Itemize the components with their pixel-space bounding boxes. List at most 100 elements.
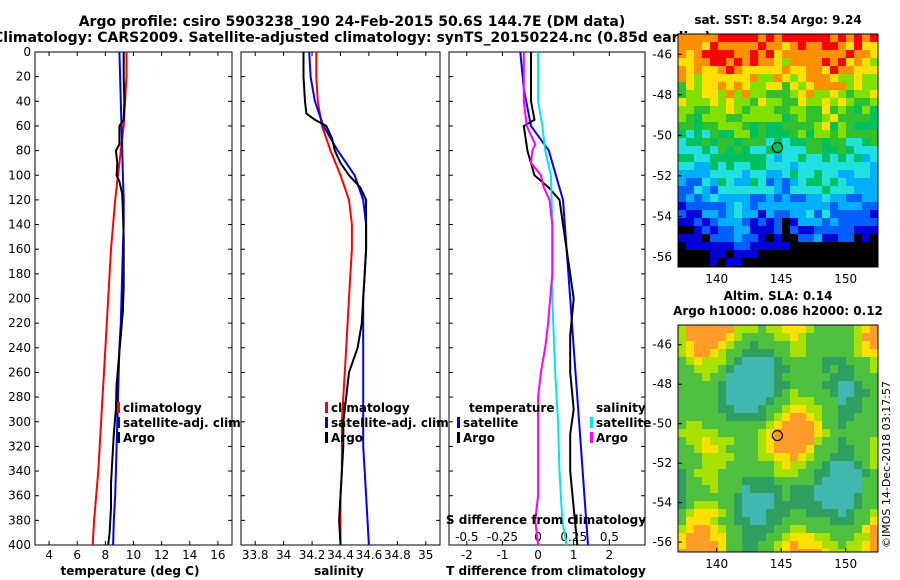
map-cell (798, 405, 806, 413)
map-cell (782, 34, 790, 42)
map-cell (862, 146, 870, 154)
map-cell (766, 397, 774, 405)
map-cell (750, 477, 758, 485)
map-cell (790, 357, 798, 365)
map-cell (678, 234, 686, 242)
map-cell (830, 333, 838, 341)
map-cell (726, 381, 734, 389)
map-cell (854, 82, 862, 90)
ytick-label: 300 (8, 415, 31, 429)
map-cell (686, 533, 694, 541)
map-cell (814, 501, 822, 509)
map-cell (750, 381, 758, 389)
map-cell (838, 226, 846, 234)
sst-map-panel: 140 145 150-46-48-50-52-54-56 (652, 33, 879, 286)
map-cell (734, 421, 742, 429)
map-cell (766, 218, 774, 226)
ytick-label: 400 (8, 538, 31, 552)
map-cell (726, 437, 734, 445)
map-cell (838, 341, 846, 349)
map-cell (678, 453, 686, 461)
map-cell (774, 170, 782, 178)
xtick-label: 6 (73, 548, 81, 562)
map-cell (734, 405, 742, 413)
map-cell (862, 74, 870, 82)
map-cell (798, 34, 806, 42)
map-cell (758, 258, 766, 266)
map-cell (782, 533, 790, 541)
map-cell (718, 162, 726, 170)
map-cell (718, 34, 726, 42)
map-cell (766, 349, 774, 357)
map-cell (806, 146, 814, 154)
map-cell (838, 194, 846, 202)
map-cell (766, 325, 774, 333)
map-cell (758, 234, 766, 242)
map-cell (726, 186, 734, 194)
map-cell (726, 549, 734, 552)
map-cell (726, 493, 734, 501)
map-cell (758, 517, 766, 525)
map-cell (870, 114, 878, 122)
map-cell (846, 42, 854, 50)
map-cell (686, 453, 694, 461)
map-cell (702, 485, 710, 493)
map-cell (854, 34, 862, 42)
map-cell (854, 541, 862, 549)
imos-watermark: ©IMOS 14-Dec-2018 03:17:57 (880, 381, 893, 548)
map-cell (822, 389, 830, 397)
map-cell (822, 210, 830, 218)
map-cell (678, 429, 686, 437)
map-cell (806, 250, 814, 258)
map-cell (686, 194, 694, 202)
map-cell (854, 210, 862, 218)
map-cell (718, 533, 726, 541)
map-cell (798, 549, 806, 552)
map-cell (734, 90, 742, 98)
map-cell (702, 74, 710, 82)
map-cell (846, 509, 854, 517)
map-cell (742, 162, 750, 170)
map-cell (774, 66, 782, 74)
ytick-label: 380 (8, 513, 31, 527)
map-cell (870, 509, 878, 517)
map-cell (822, 34, 830, 42)
ytick-label: 340 (8, 464, 31, 478)
map-cell (830, 178, 838, 186)
map-cell (782, 250, 790, 258)
map-cell (870, 258, 878, 266)
map-cell (702, 82, 710, 90)
map-cell (710, 549, 718, 552)
map-cell (758, 485, 766, 493)
map-cell (830, 525, 838, 533)
map-cell (750, 58, 758, 66)
map-cell (734, 533, 742, 541)
map-cell (774, 517, 782, 525)
map-cell (846, 405, 854, 413)
map-cell (830, 429, 838, 437)
map-cell (734, 445, 742, 453)
map-cell (702, 194, 710, 202)
map-cell (854, 357, 862, 365)
map-cell (862, 341, 870, 349)
map-cell (774, 525, 782, 533)
map-cell (734, 333, 742, 341)
map-cell (798, 42, 806, 50)
map-cell (806, 114, 814, 122)
xtick-label: 34 (276, 548, 291, 562)
map-cell (862, 210, 870, 218)
ytick-label: 360 (8, 489, 31, 503)
map-cell (702, 146, 710, 154)
map-cell (830, 517, 838, 525)
map-cell (830, 90, 838, 98)
map-cell (718, 74, 726, 82)
map-cell (742, 533, 750, 541)
map-cell (782, 226, 790, 234)
map-cell (822, 485, 830, 493)
ytick-label: 220 (8, 316, 31, 330)
map-cell (718, 429, 726, 437)
map-cell (702, 122, 710, 130)
map-cell (870, 421, 878, 429)
map-cell (870, 226, 878, 234)
map-cell (750, 194, 758, 202)
